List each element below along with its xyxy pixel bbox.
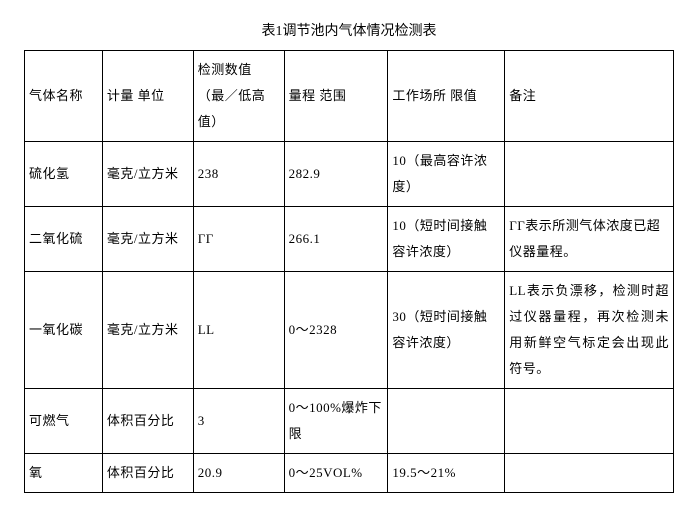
cell-name: 一氧化碳 (25, 272, 103, 389)
table-row: 可燃气 体积百分比 3 0～100%爆炸下限 (25, 389, 674, 454)
cell-range: 0～2328 (284, 272, 388, 389)
col-header-name: 气体名称 (25, 51, 103, 142)
cell-value: 238 (193, 142, 284, 207)
cell-limit: 30（短时间接触容许浓度） (388, 272, 505, 389)
cell-note (505, 142, 674, 207)
table-row: 二氧化硫 毫克/立方米 ГГ 266.1 10（短时间接触容许浓度） ГГ表示所… (25, 207, 674, 272)
cell-limit: 19.5～21% (388, 454, 505, 493)
cell-note: LL表示负漂移，检测时超过仪器量程，再次检测未用新鲜空气标定会出现此符号。 (505, 272, 674, 389)
cell-value: 20.9 (193, 454, 284, 493)
cell-unit: 毫克/立方米 (102, 207, 193, 272)
cell-value: LL (193, 272, 284, 389)
cell-limit: 10（短时间接触容许浓度） (388, 207, 505, 272)
col-header-note: 备注 (505, 51, 674, 142)
cell-note (505, 389, 674, 454)
cell-unit: 体积百分比 (102, 454, 193, 493)
cell-limit (388, 389, 505, 454)
table-row: 硫化氢 毫克/立方米 238 282.9 10（最高容许浓度） (25, 142, 674, 207)
cell-range: 266.1 (284, 207, 388, 272)
col-header-value: 检测数值 （最／低高 值） (193, 51, 284, 142)
cell-unit: 体积百分比 (102, 389, 193, 454)
table-row: 氧 体积百分比 20.9 0～25VOL% 19.5～21% (25, 454, 674, 493)
cell-unit: 毫克/立方米 (102, 272, 193, 389)
cell-name: 硫化氢 (25, 142, 103, 207)
col-header-limit: 工作场所 限值 (388, 51, 505, 142)
table-title: 表1调节池内气体情况检测表 (24, 20, 674, 40)
cell-range: 282.9 (284, 142, 388, 207)
col-header-range: 量程 范围 (284, 51, 388, 142)
cell-name: 可燃气 (25, 389, 103, 454)
cell-range: 0～100%爆炸下限 (284, 389, 388, 454)
cell-range: 0～25VOL% (284, 454, 388, 493)
cell-unit: 毫克/立方米 (102, 142, 193, 207)
cell-name: 二氧化硫 (25, 207, 103, 272)
cell-limit: 10（最高容许浓度） (388, 142, 505, 207)
col-header-unit: 计量 单位 (102, 51, 193, 142)
cell-note (505, 454, 674, 493)
cell-note: ГГ表示所测气体浓度已超仪器量程。 (505, 207, 674, 272)
cell-value: 3 (193, 389, 284, 454)
table-header-row: 气体名称 计量 单位 检测数值 （最／低高 值） 量程 范围 工作场所 限值 备… (25, 51, 674, 142)
gas-detection-table: 气体名称 计量 单位 检测数值 （最／低高 值） 量程 范围 工作场所 限值 备… (24, 50, 674, 493)
table-row: 一氧化碳 毫克/立方米 LL 0～2328 30（短时间接触容许浓度） LL表示… (25, 272, 674, 389)
cell-value: ГГ (193, 207, 284, 272)
cell-name: 氧 (25, 454, 103, 493)
